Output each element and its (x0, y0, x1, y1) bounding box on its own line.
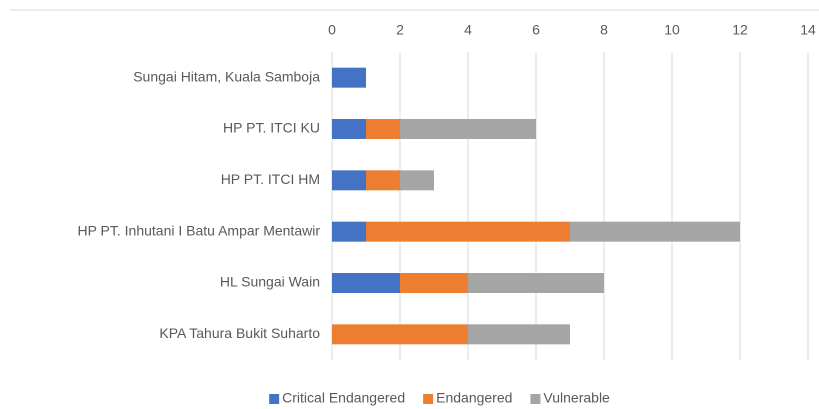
bar-segment (400, 273, 468, 293)
y-tick-label: HP PT. Inhutani I Batu Ampar Mentawir (77, 222, 320, 238)
x-tick-label: 2 (396, 22, 404, 38)
bar-segment (366, 170, 400, 191)
bar-segment (332, 119, 366, 139)
bar-segment (570, 221, 740, 242)
x-tick-label: 12 (732, 22, 748, 38)
y-tick-label: HP PT. ITCI HM (221, 171, 320, 187)
y-tick-label: HP PT. ITCI KU (223, 120, 320, 136)
bar-segment (332, 221, 366, 242)
y-tick-label: KPA Tahura Bukit Suharto (159, 325, 320, 341)
legend-label: Endangered (436, 390, 512, 406)
bar-segment (468, 324, 570, 345)
x-tick-label: 14 (800, 22, 816, 38)
x-tick-label: 8 (600, 22, 608, 38)
x-tick-label: 10 (664, 22, 680, 38)
legend-swatch (423, 394, 434, 404)
legend-swatch (269, 394, 280, 404)
y-tick-label: HL Sungai Wain (220, 274, 320, 290)
x-tick-label: 0 (328, 22, 336, 38)
bar-segment (366, 221, 570, 242)
bar-segment (332, 273, 400, 293)
y-tick-label: Sungai Hitam, Kuala Samboja (133, 68, 320, 84)
bar-segment (468, 273, 604, 293)
bar-segment (366, 119, 400, 139)
legend-label: Critical Endangered (282, 390, 405, 406)
legend-item: Endangered (423, 390, 512, 406)
legend-item: Critical Endangered (269, 390, 405, 406)
bar-segment (400, 119, 536, 139)
x-tick-label: 4 (464, 22, 472, 38)
x-tick-label: 6 (532, 22, 540, 38)
bar-segment (400, 170, 434, 191)
bar-segment (332, 170, 366, 191)
legend-item: Vulnerable (530, 390, 610, 406)
bar-segment (332, 67, 366, 88)
legend-swatch (530, 394, 541, 404)
legend-label: Vulnerable (543, 390, 610, 406)
bar-segment (332, 324, 468, 345)
